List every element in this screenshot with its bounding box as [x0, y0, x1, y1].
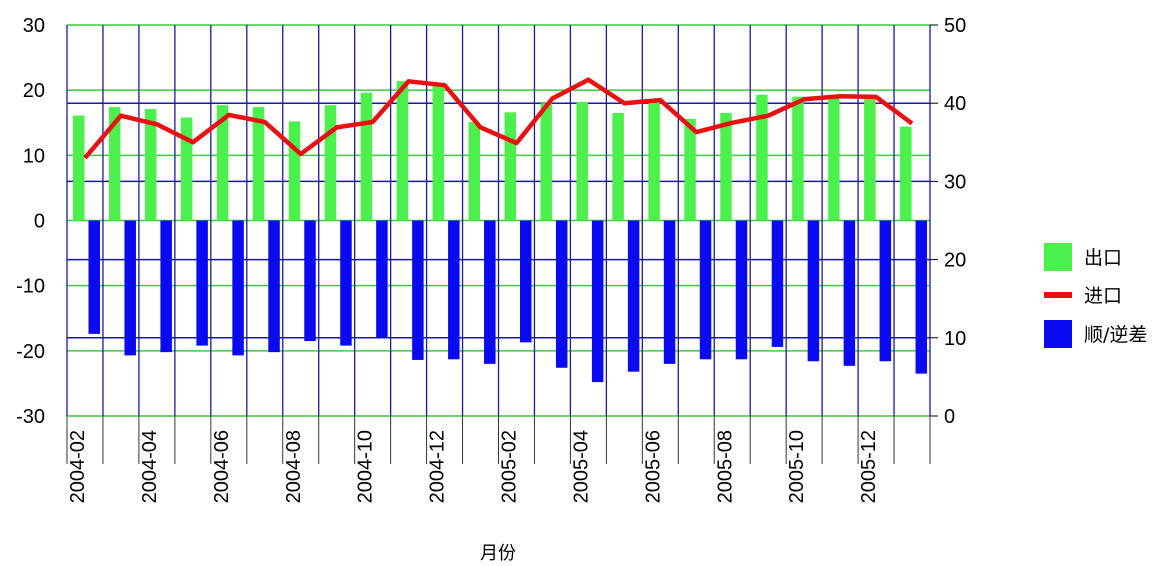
balance-bar — [915, 220, 928, 374]
balance-bar — [879, 220, 892, 362]
balance-bar — [484, 220, 496, 364]
x-tick-label: 2004-10 — [355, 430, 377, 503]
x-tick-label: 2005-10 — [786, 430, 808, 503]
left-tick-label: -10 — [16, 276, 45, 298]
legend-label-export: 出口 — [1084, 247, 1122, 269]
balance-bar — [412, 220, 424, 360]
right-tick-label: 0 — [944, 406, 955, 428]
export-bar — [73, 115, 85, 221]
balance-bar — [196, 220, 208, 346]
balance-bar — [843, 220, 856, 366]
category-gridlines — [66, 25, 931, 416]
balance-bar — [160, 220, 172, 353]
export-bars — [73, 81, 912, 221]
balance-bar — [520, 220, 532, 343]
balance-bar — [376, 220, 388, 339]
export-bar — [720, 112, 732, 221]
x-tick-label: 2004-02 — [67, 430, 89, 503]
x-tick-label: 2005-08 — [714, 430, 736, 503]
export-bar — [468, 122, 481, 221]
export-bar — [108, 107, 121, 221]
balance-bar — [699, 220, 712, 360]
x-tick-label: 2005-06 — [642, 430, 664, 503]
balance-bar — [555, 220, 568, 368]
balance-bar — [735, 220, 748, 360]
balance-bar — [627, 220, 640, 372]
export-bar — [144, 109, 157, 221]
export-bar — [684, 118, 696, 221]
x-tick-label: 2004-12 — [427, 430, 449, 503]
export-bar — [216, 105, 229, 221]
export-bar — [900, 126, 912, 221]
x-tick-label: 2005-04 — [570, 430, 592, 503]
export-bar — [576, 101, 588, 221]
export-bar — [612, 112, 624, 221]
x-tick-label: 2004-06 — [211, 430, 233, 503]
balance-bar — [232, 220, 244, 356]
export-bar — [864, 96, 876, 221]
legend-swatch-import — [1044, 292, 1072, 298]
balance-bar — [124, 220, 136, 356]
export-bar — [432, 82, 445, 221]
export-bar — [360, 92, 373, 221]
left-tick-label: 0 — [34, 211, 45, 233]
x-axis: 2004-02 2004-04 2004-06 2004-08 2004-10 2004-… — [66, 416, 931, 503]
export-bar — [648, 100, 660, 221]
balance-bar — [807, 220, 820, 362]
x-tick-label: 2005-02 — [499, 430, 521, 503]
x-axis-label: 月份 — [480, 543, 516, 564]
right-tick-label: 10 — [944, 328, 966, 350]
balance-bar — [340, 220, 352, 346]
left-tick-label: -30 — [16, 406, 45, 428]
x-tick-label: 2004-04 — [139, 430, 161, 503]
right-tick-label: 30 — [944, 171, 966, 193]
balance-bar — [771, 220, 784, 347]
x-tick-label: 2004-08 — [283, 430, 305, 503]
balance-bar — [591, 220, 604, 383]
balance-bar — [268, 220, 280, 353]
export-bar — [252, 107, 265, 221]
export-bar — [540, 103, 552, 221]
export-bar — [828, 97, 840, 221]
right-tick-label: 50 — [944, 15, 966, 37]
right-axis: 0 10 20 30 40 50 — [930, 15, 966, 428]
balance-bars — [88, 220, 928, 383]
legend-swatch-export — [1044, 243, 1072, 271]
import-line-path — [83, 77, 914, 160]
legend-label-balance: 顺/逆差 — [1084, 324, 1147, 346]
left-tick-label: -20 — [16, 341, 45, 363]
x-tick-label: 2005-12 — [858, 430, 880, 503]
balance-bar — [448, 220, 460, 360]
export-bar — [396, 81, 409, 221]
left-tick-label: 20 — [23, 80, 45, 102]
legend-swatch-balance — [1044, 320, 1072, 348]
export-bar — [180, 117, 193, 221]
left-tick-label: 30 — [23, 15, 45, 37]
import-line — [83, 77, 914, 160]
balance-bar — [663, 220, 676, 364]
left-tick-label: 10 — [23, 145, 45, 167]
export-bar — [288, 121, 301, 221]
export-bar — [504, 112, 516, 221]
balance-bar — [304, 220, 316, 342]
legend-label-import: 进口 — [1084, 285, 1122, 307]
balance-bar — [88, 220, 100, 334]
left-axis: -30 -20 -10 0 10 20 30 — [16, 15, 45, 428]
export-bar — [756, 94, 768, 221]
export-bar — [324, 105, 337, 221]
right-tick-label: 20 — [944, 250, 966, 272]
right-tick-label: 40 — [944, 93, 966, 115]
export-bar — [792, 96, 804, 221]
